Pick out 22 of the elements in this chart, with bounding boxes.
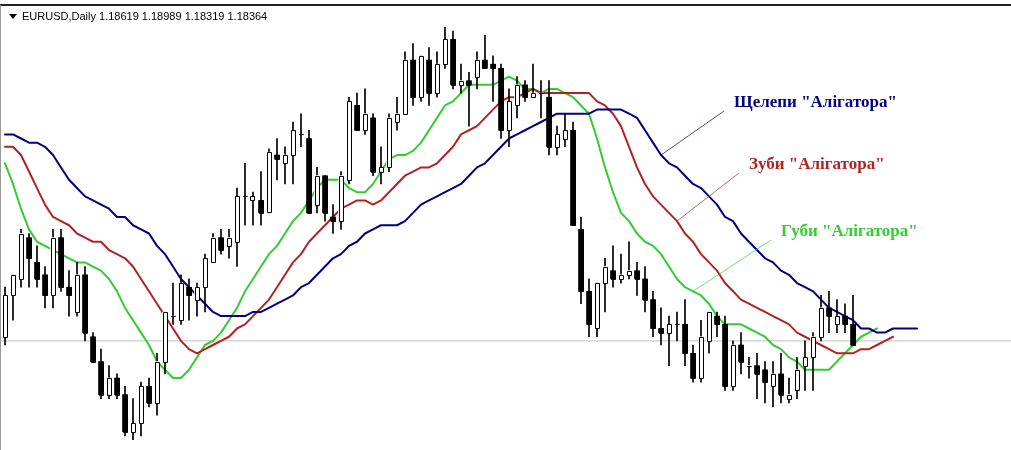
chart-title: EURUSD,Daily 1.18619 1.18989 1.18319 1.18364 (22, 10, 268, 22)
candlestick (618, 253, 624, 284)
text: Губи "Алігатора" (781, 221, 918, 241)
candlestick (826, 290, 832, 333)
candlestick (786, 377, 792, 404)
candlestick (66, 270, 72, 317)
candlestick (754, 352, 760, 400)
candlestick (626, 241, 632, 280)
candlestick (610, 245, 616, 288)
candlestick (186, 278, 192, 321)
candlestick (530, 63, 536, 98)
candlestick (250, 191, 256, 226)
text: Зуби "Алігатора" (749, 154, 885, 174)
text: Щелепи "Алігатора" (734, 92, 897, 112)
candlestick (274, 138, 280, 181)
candlestick (258, 171, 264, 226)
candlestick (330, 204, 336, 234)
candlestick (130, 398, 136, 440)
candlestick (466, 72, 472, 127)
candlestick (490, 55, 496, 102)
candlestick (282, 146, 288, 185)
candlestick (458, 63, 464, 94)
